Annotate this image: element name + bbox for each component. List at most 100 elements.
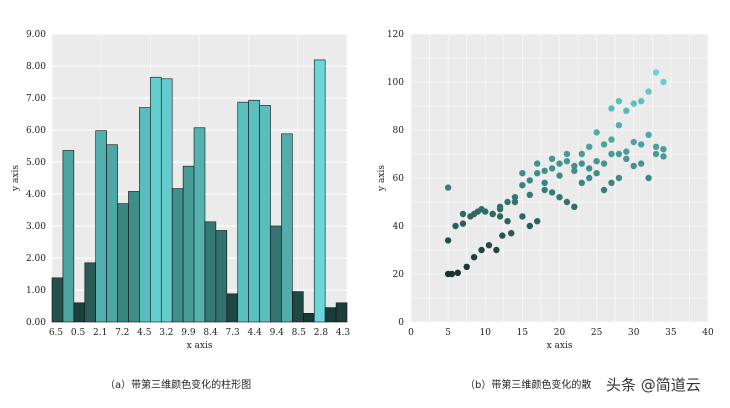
scatter-point [645,174,652,182]
bar-chart: 0.00 1.00 2.00 3.00 4.00 5.00 6.00 7.00 8.00 9.00… [11,30,350,351]
scatter-point [608,179,615,186]
scatter-point [615,98,623,105]
bar [270,225,282,323]
scatter-point [511,198,519,206]
scatter-point [470,210,478,218]
bar-x-tick-label: 7.3 [225,328,240,338]
scatter-point [526,177,533,184]
bar-x-tick-label: 7.2 [115,328,129,338]
scatter-point [563,198,571,206]
scatter-point [652,150,660,158]
scatter-point [499,232,506,239]
scatter-x-tick-label: 30 [628,328,640,338]
bar-x-axis-label: x axis [187,341,213,351]
scatter-point [645,88,652,95]
bar [106,144,118,323]
scatter-point [463,263,470,270]
scatter-point [508,230,515,237]
scatter-point [541,167,548,174]
scatter-point [470,254,478,261]
bar [193,127,206,323]
scatter-point [563,158,571,165]
scatter-point [600,186,608,194]
caption-a: （a）带第三维颜色变化的柱形图 [105,378,251,391]
bar-x-tick-label: 2.8 [314,328,329,338]
scatter-point [600,141,608,148]
bar-x-tick-label: 8.4 [203,328,218,338]
scatter-point [541,186,548,194]
scatter-point [586,165,593,172]
bar [215,230,228,323]
bar-x-tick-label: 8.5 [292,328,307,338]
scatter-point [652,143,660,150]
scatter-point [586,143,593,150]
scatter-point [593,158,600,165]
scatter-x-tick-label: 35 [665,328,677,338]
scatter-point [519,182,526,189]
bar [237,101,249,323]
scatter-point [526,191,533,198]
bar [84,262,97,323]
scatter-point [493,246,500,254]
caption-b: （b）带第三维颜色变化的散 [465,378,591,391]
bar-x-ticks: 6.5 0.5 2.1 7.2 4.5 3.2 9.9 8.4 7.3 4.4 9.4 8.5 2.8 4… [49,328,351,338]
scatter-y-tick-label: 100 [387,78,404,88]
scatter-x-tick-label: 20 [554,328,566,338]
bar-x-tick-label: 2.1 [93,328,107,338]
bar-x-tick-label: 0.5 [71,328,86,338]
scatter-point [548,155,556,162]
scatter-x-tick-label: 5 [445,328,451,338]
scatter-point [630,100,637,107]
scatter-point [496,203,504,210]
scatter-point [534,218,541,225]
bar-y-tick-label: 1.00 [26,286,46,296]
scatter-x-ticks: 0 5 10 15 20 25 30 35 40 [408,328,714,338]
bar-y-tick-label: 9.00 [26,30,46,40]
bar [335,302,348,323]
scatter-y-tick-label: 80 [393,126,405,136]
scatter-point [660,153,667,160]
bar-x-tick-label: 4.3 [336,328,351,338]
bar [259,105,271,323]
bar-y-tick-label: 8.00 [26,62,46,72]
scatter-point [660,146,667,153]
bar [95,130,107,323]
scatter-point [444,237,452,244]
scatter-point [608,136,615,143]
bar-y-axis-label: y axis [11,165,21,192]
bar-y-tick-label: 3.00 [26,222,46,232]
scatter-point [548,189,556,196]
scatter-point [586,174,593,182]
scatter-point [563,150,571,158]
scatter-point [534,160,541,167]
watermark: 头条 @简道云 [606,376,701,394]
scatter-point [459,210,467,218]
bar [324,307,337,323]
scatter-point [578,150,585,158]
scatter-point [637,98,645,105]
scatter-point [608,150,615,158]
scatter-point [615,174,623,182]
scatter-y-tick-label: 20 [393,270,405,280]
bar [302,313,315,323]
bar-x-tick-label: 4.5 [137,328,152,338]
scatter-point [489,210,496,218]
bar [292,291,304,323]
bar [51,277,64,323]
scatter-y-axis-label: y axis [377,165,387,192]
scatter-point [608,105,615,112]
scatter-point [556,194,563,201]
scatter-y-tick-label: 120 [387,30,404,40]
scatter-point [600,160,608,167]
scatter-point [630,138,637,146]
scatter-point [478,246,485,254]
bar [182,165,195,323]
scatter-point [615,150,623,158]
bar [226,293,239,323]
bar [313,59,326,323]
scatter-point [578,160,585,167]
bar [171,188,184,323]
bar-y-tick-label: 2.00 [26,254,46,264]
scatter-y-tick-label: 0 [398,318,404,328]
scatter-y-ticks: 0 20 40 60 80 100 120 [387,30,404,328]
